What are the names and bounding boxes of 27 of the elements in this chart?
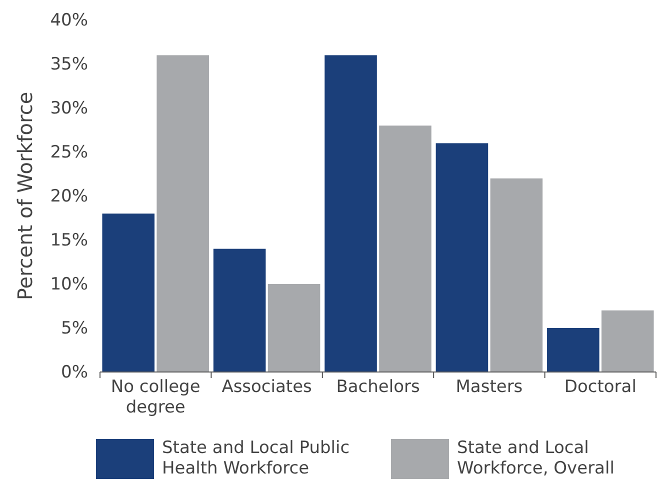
bar — [102, 214, 155, 372]
x-tick-label: Masters — [456, 377, 523, 398]
legend-label: State and Local Workforce, Overall — [457, 438, 614, 478]
x-tick-label: Bachelors — [336, 377, 420, 398]
bar — [490, 178, 543, 372]
x-tick-label: No college degree — [110, 377, 200, 418]
bar — [601, 310, 654, 372]
bar — [547, 328, 600, 372]
x-tick-label: Associates — [222, 377, 312, 398]
y-tick-label: 30% — [50, 98, 88, 118]
legend-label: State and Local Public Health Workforce — [162, 438, 350, 478]
y-tick-label: 40% — [50, 10, 88, 30]
bar — [436, 143, 488, 372]
y-tick-label: 15% — [50, 230, 88, 250]
y-tick-label: 5% — [61, 318, 88, 338]
y-tick-label: 10% — [50, 274, 88, 294]
y-tick-label: 0% — [61, 362, 88, 382]
y-tick-label: 35% — [50, 54, 88, 74]
y-axis-title: Percent of Workforce — [13, 92, 37, 300]
y-tick-label: 20% — [50, 186, 88, 206]
bar — [379, 126, 432, 372]
bar — [156, 55, 209, 372]
y-tick-label: 25% — [50, 142, 88, 162]
bar — [324, 55, 377, 372]
bar — [213, 248, 266, 372]
bar — [268, 284, 320, 372]
x-tick-label: Doctoral — [564, 377, 636, 398]
